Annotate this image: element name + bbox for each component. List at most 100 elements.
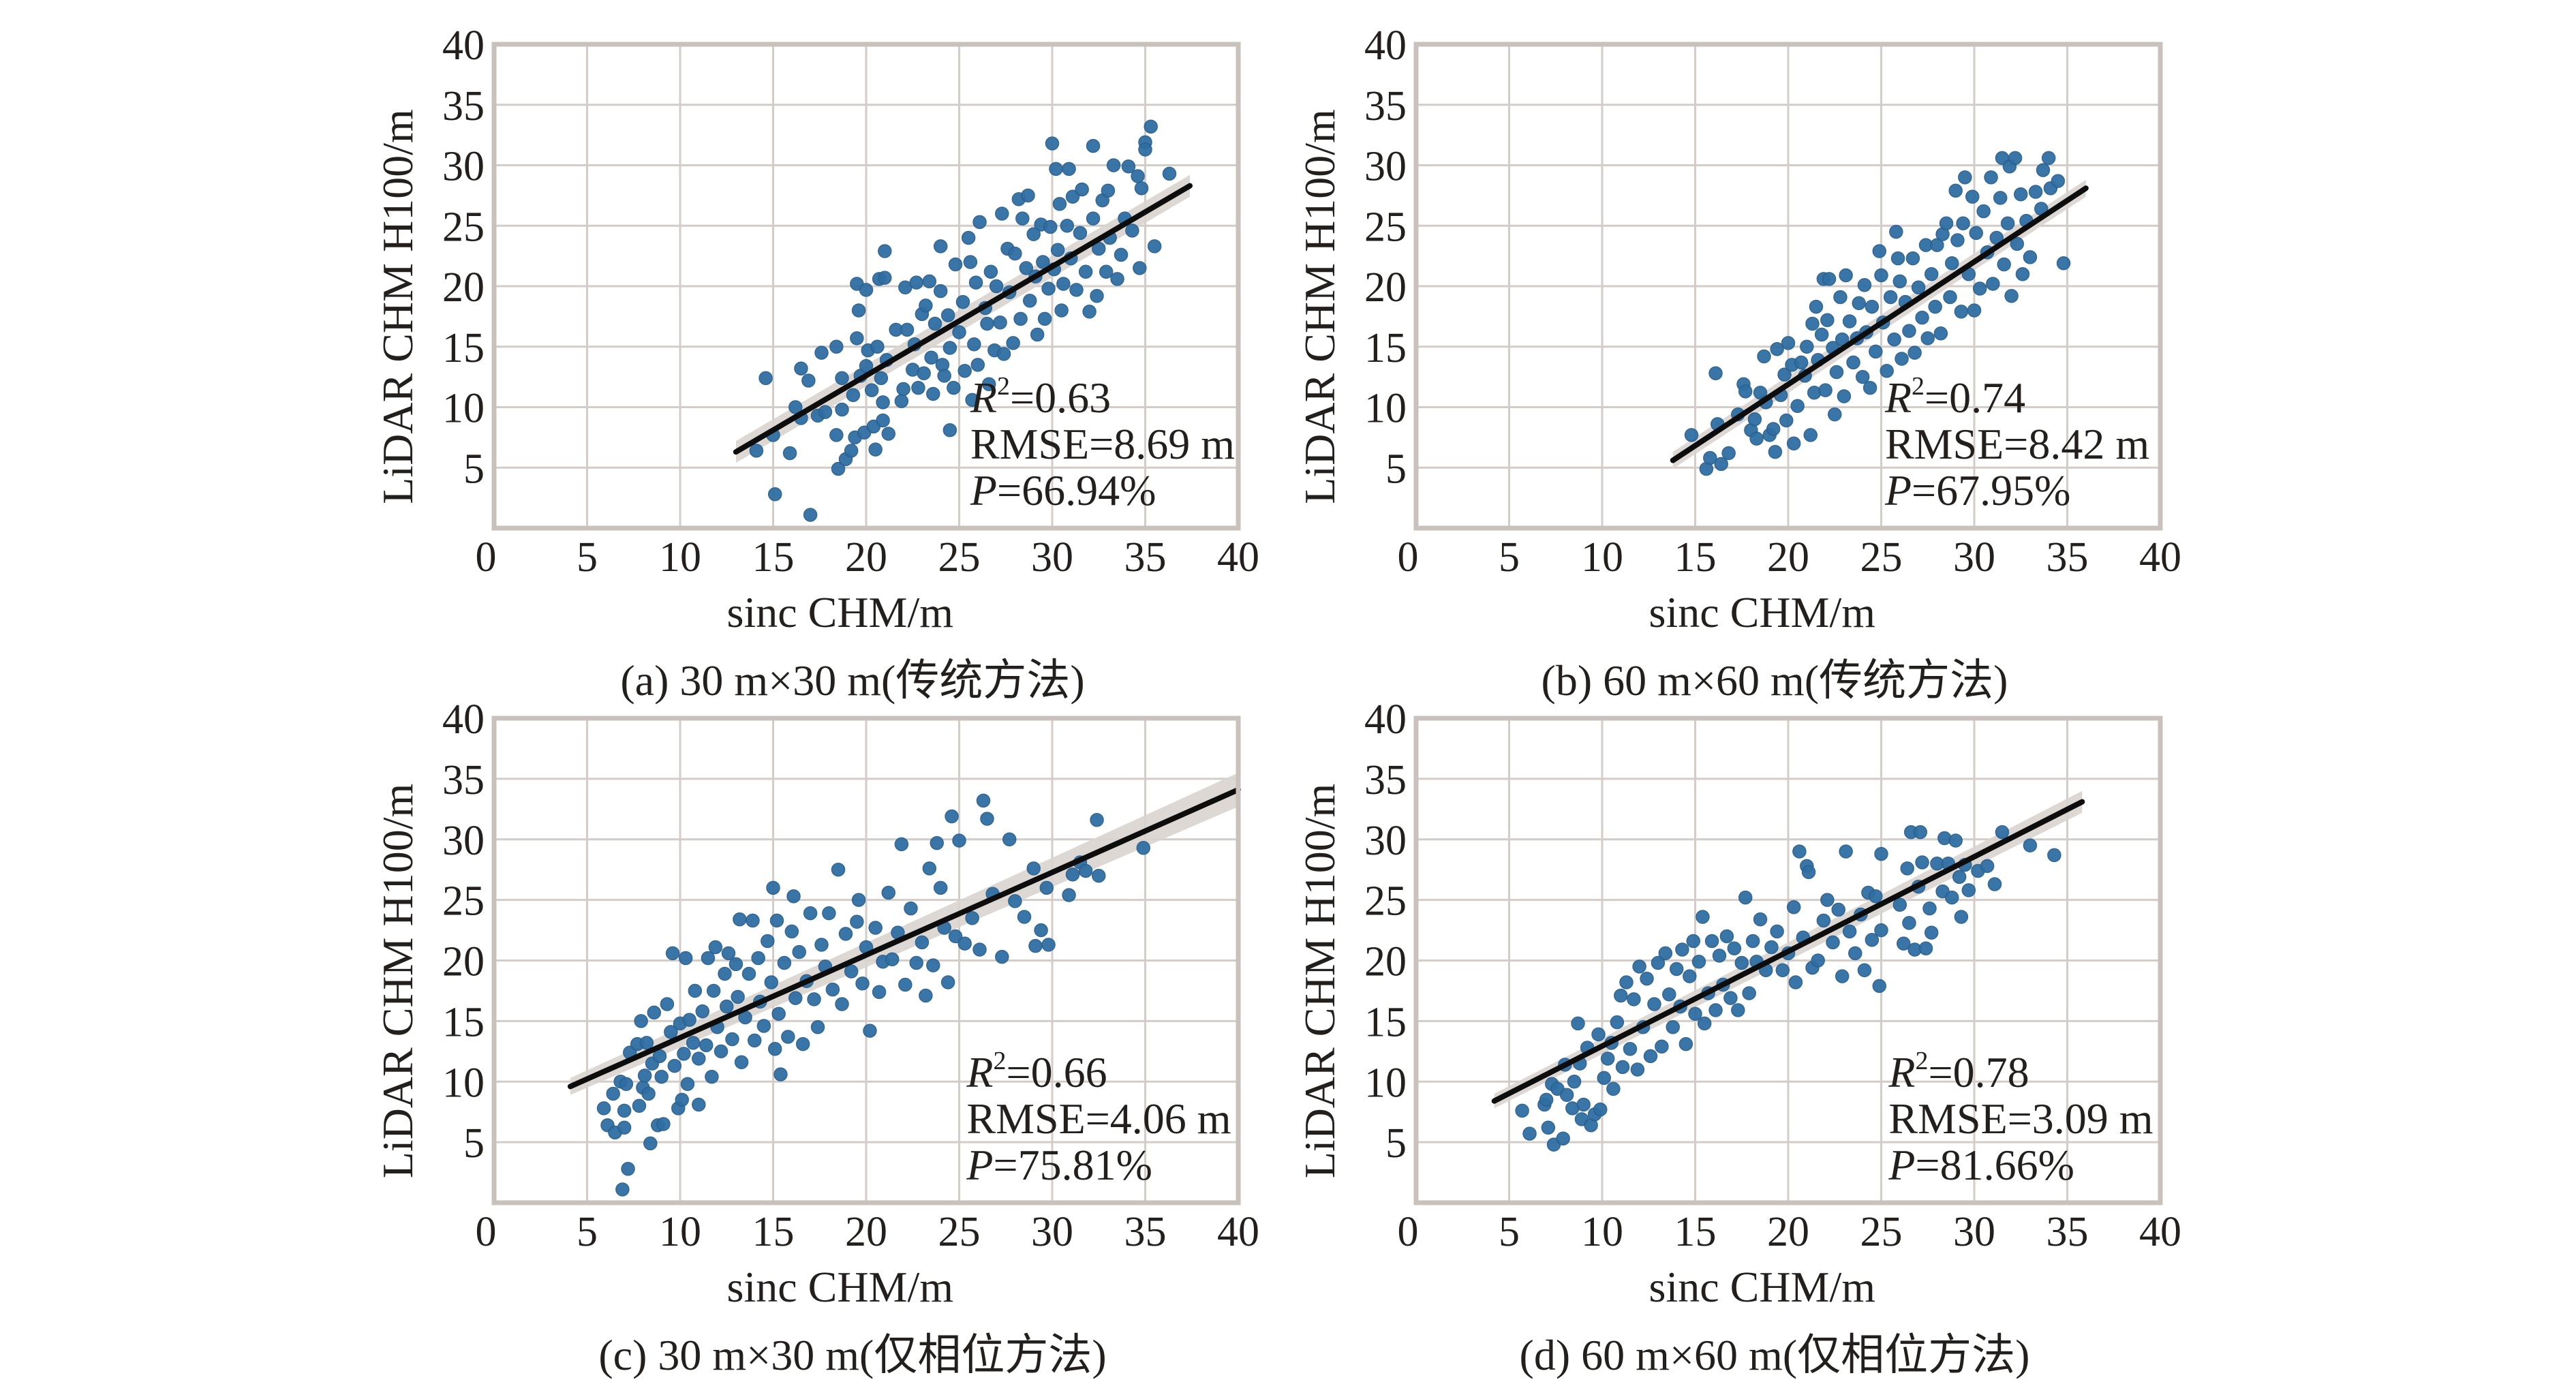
data-point — [1848, 946, 1862, 961]
data-point — [1980, 859, 1995, 874]
data-point — [952, 325, 966, 339]
data-point — [940, 975, 955, 989]
data-point — [788, 400, 803, 414]
x-tick-label: 25 — [1860, 1209, 1903, 1255]
data-point — [1948, 833, 1963, 848]
r-squared-value: =0.66 — [1007, 1048, 1107, 1096]
data-point — [911, 380, 925, 395]
data-point — [814, 938, 829, 952]
x-tick-label: 35 — [2046, 1209, 2089, 1255]
data-point — [1768, 444, 1783, 459]
rmse-annotation: RMSE=8.42 m — [1885, 420, 2149, 468]
data-point — [734, 1055, 749, 1070]
data-point — [705, 1069, 719, 1084]
data-point — [667, 1058, 682, 1073]
data-point — [1627, 992, 1641, 1006]
data-point — [1818, 383, 1833, 397]
data-point — [767, 1042, 782, 1056]
data-point — [1814, 327, 1829, 342]
r-squared-annotation: R2=0.78 — [1888, 1047, 2029, 1096]
data-point — [1820, 313, 1835, 327]
regression-line — [733, 183, 1193, 455]
data-point — [980, 316, 994, 331]
data-point — [810, 1020, 825, 1034]
data-point — [922, 274, 937, 289]
y-axis-title: LiDAR CHM H100/m — [373, 784, 422, 1179]
y-tick-label: 35 — [1364, 83, 1407, 129]
data-point — [1062, 888, 1076, 902]
data-point — [1600, 1051, 1615, 1066]
data-point — [1928, 299, 1942, 314]
y-tick-label: 15 — [1364, 325, 1407, 371]
data-point — [1862, 380, 1877, 395]
data-point — [1952, 870, 1967, 885]
x-tick-label: 0 — [476, 534, 497, 581]
data-point — [617, 1120, 632, 1135]
data-point — [922, 861, 937, 876]
data-point — [1969, 226, 1983, 241]
data-point — [1997, 257, 2011, 272]
panel-caption: (a) 30 m×30 m(传统方法) — [620, 656, 1084, 705]
data-point — [677, 1047, 691, 1061]
r-symbol: R — [966, 1048, 993, 1096]
x-tick-label: 35 — [2046, 534, 2089, 581]
data-point — [1956, 216, 1970, 230]
data-point — [1043, 219, 1058, 234]
data-point — [1610, 1015, 1625, 1030]
data-point — [1559, 1088, 1574, 1103]
data-point — [926, 958, 940, 972]
data-point — [1842, 314, 1857, 328]
data-point — [769, 913, 784, 928]
data-point — [647, 1005, 662, 1020]
p-symbol: P — [966, 1141, 993, 1189]
data-point — [947, 380, 961, 395]
data-point — [1828, 407, 1842, 422]
data-point — [933, 880, 948, 895]
data-point — [909, 275, 923, 290]
data-point — [692, 1051, 706, 1066]
data-point — [746, 913, 760, 928]
data-point — [1869, 344, 1883, 359]
data-point — [1954, 910, 1969, 924]
data-point — [1655, 1039, 1669, 1054]
plot-frame — [491, 42, 1241, 531]
data-point — [1515, 1103, 1529, 1118]
data-point — [795, 1036, 810, 1051]
data-point — [1857, 277, 1872, 292]
data-point — [1984, 170, 1998, 185]
data-point — [1883, 290, 1898, 305]
y-tick-label: 5 — [1385, 446, 1407, 492]
data-point — [1060, 219, 1075, 233]
data-point — [1606, 1081, 1621, 1096]
data-point — [1872, 244, 1887, 258]
data-point — [708, 940, 723, 955]
scatter-points — [1515, 825, 2061, 1152]
data-point — [1567, 1075, 1582, 1089]
data-point — [1790, 399, 1805, 413]
data-point — [2004, 288, 2019, 303]
data-point — [945, 809, 959, 824]
data-point — [1742, 986, 1756, 1000]
data-point — [850, 331, 864, 345]
data-point — [1944, 256, 1959, 271]
data-point — [1669, 962, 1684, 977]
data-point — [1008, 246, 1022, 261]
precision-annotation: P=67.95% — [1884, 466, 2071, 514]
regression-line — [1670, 185, 2089, 463]
data-point — [682, 1013, 696, 1027]
data-point — [782, 446, 797, 461]
data-point — [1738, 384, 1753, 399]
data-point — [933, 239, 948, 253]
data-point — [761, 934, 775, 949]
data-point — [1839, 844, 1853, 859]
data-point — [1090, 813, 1104, 827]
data-point — [1539, 1092, 1554, 1107]
data-point — [1837, 389, 1852, 403]
data-point — [1924, 925, 1939, 940]
data-point — [1106, 158, 1121, 172]
data-point — [786, 889, 801, 904]
x-tick-label: 40 — [1217, 1209, 1259, 1255]
data-point — [993, 316, 1007, 330]
precision-annotation: P=81.66% — [1888, 1141, 2074, 1189]
data-point — [1874, 846, 1888, 861]
